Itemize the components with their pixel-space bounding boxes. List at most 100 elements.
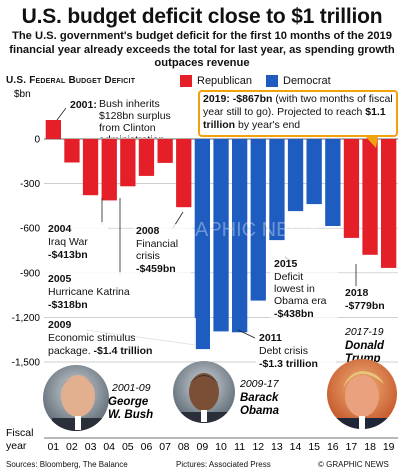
callout-2019-bold2: $1.1 trillion (203, 106, 386, 131)
legend-label-republican: Republican (197, 75, 253, 87)
trump-first-name: Donald (345, 340, 385, 352)
footer-copyright: © GRAPHIC NEWS (318, 460, 389, 469)
legend-democrat: Democrat (266, 75, 331, 87)
y-tick-label: -900 (20, 268, 40, 279)
x-tick-label: 09 (197, 441, 209, 453)
bar-04 (101, 139, 117, 201)
annotation-2008-text2: crisis (136, 250, 160, 262)
annotation-2015-text3: Obama era (274, 295, 327, 307)
president-obama: 2009-17 Barack Obama (173, 361, 280, 423)
bar-17 (343, 139, 360, 238)
bush-years: 2001-09 (111, 382, 151, 394)
annotation-2011-year: 2011 (259, 332, 282, 344)
annotation-2001-year: 2001: (70, 99, 97, 111)
y-axis-unit: $bn (14, 89, 31, 100)
annotation-2008-text1: Financial (136, 238, 178, 250)
footer-sources: Sources: Bloomberg, The Balance (6, 460, 128, 469)
bar-12 (250, 139, 266, 301)
annotation-2001: 2001: (70, 99, 97, 111)
annotation-2001-body: Bush inherits $128bn surplus from Clinto… (99, 98, 171, 138)
bar-16 (325, 139, 341, 226)
x-tick-label: 04 (103, 441, 115, 453)
annotation-2015-value: -$438bn (274, 308, 314, 320)
annotation-2015-year: 2015 (274, 258, 298, 270)
x-tick-label: 01 (47, 441, 59, 453)
callout-2019-bold1: 2019: -$867bn (203, 93, 273, 105)
callout-2019-text: 2019: -$867bn (with two months of fiscal… (203, 93, 395, 132)
legend-swatch-republican (180, 75, 192, 87)
obama-first-name: Barack (240, 392, 279, 404)
y-tick-label: -1,500 (12, 358, 41, 369)
bar-19 (381, 139, 397, 268)
annotation-2018-value: -$779bn (345, 300, 385, 312)
chart-label: U.S. Federal Budget Deficit (6, 75, 136, 86)
x-tick-label: 16 (327, 441, 339, 453)
bar-02 (64, 139, 80, 163)
annotation-2009-year: 2009 (48, 319, 72, 331)
page-subtitle: The U.S. government's budget deficit for… (9, 30, 395, 69)
bush-first-name: George (108, 396, 149, 408)
x-tick-label: 19 (383, 441, 395, 453)
x-tick-label: 06 (141, 441, 153, 453)
x-tick-label: 10 (215, 441, 227, 453)
annotation-2015-text2: lowest in (274, 283, 315, 295)
callout-2019-body: 2019: -$867bn (with two months of fiscal… (203, 93, 395, 132)
bar-08 (176, 139, 192, 208)
x-tick-label: 13 (271, 441, 283, 453)
callout-2019-text2: by year's end (235, 119, 301, 131)
x-tick-label: 17 (346, 441, 358, 453)
annotation-2009-text2a: package. (48, 345, 94, 357)
legend-swatch-democrat (266, 75, 278, 87)
annotation-2009-text2: package. -$1.4 trillion (48, 345, 152, 357)
bar-07 (157, 139, 173, 163)
x-axis-label-line1: Fiscal (6, 427, 33, 439)
y-tick-label: -1,200 (12, 313, 41, 324)
bar-11 (232, 139, 248, 333)
bar-05 (120, 139, 136, 187)
callout-2019-text1: (with two months of fiscal year still to… (203, 93, 393, 118)
bush-last-name: W. Bush (108, 409, 153, 421)
bar-14 (287, 139, 304, 212)
annotation-2011-text: Debt crisis (259, 345, 308, 357)
footer-pictures: Pictures: Associated Press (176, 460, 271, 469)
bar-18 (362, 139, 378, 255)
x-axis-label-line2: year (6, 440, 27, 452)
x-tick-label: 14 (290, 441, 302, 453)
annotation-2004-value: -$413bn (48, 249, 88, 261)
x-tick-label: 11 (234, 441, 245, 453)
callout-2019-box (198, 90, 398, 137)
x-tick-label: 03 (85, 441, 97, 453)
annotation-2009-value: -$1.4 trillion (94, 345, 153, 357)
callout-2019: 2019: -$867bn (with two months of fiscal… (198, 90, 398, 148)
y-tick-label: 0 (34, 135, 40, 146)
callout-2019-pointer (365, 136, 378, 148)
bar-10 (213, 139, 229, 332)
president-trump: 2017-19 Donald Trump (327, 326, 397, 429)
annotation-2005-value: -$318bn (48, 299, 88, 311)
annotation-2005-year: 2005 (48, 273, 72, 285)
obama-years: 2009-17 (239, 378, 280, 390)
watermark-text: GRAPHIC NEWS (165, 219, 322, 241)
bar-03 (82, 139, 99, 196)
trump-years: 2017-19 (344, 326, 384, 338)
annotation-2015-text1: Deficit (274, 271, 303, 283)
bar-01 (45, 120, 61, 139)
x-tick-label: 05 (122, 441, 134, 453)
annotation-2004-text: Iraq War (48, 236, 88, 248)
bar-09 (194, 139, 210, 350)
x-tick-label: 12 (252, 441, 264, 453)
page-title: U.S. budget deficit close to $1 trillion (21, 5, 383, 28)
legend-republican: Republican (180, 75, 252, 87)
annotations: 2001: Bush inherits $128bn surplus from … (44, 97, 389, 370)
annotation-2011-value: -$1.3 trillion (259, 358, 318, 370)
annotation-2008-year: 2008 (136, 225, 160, 237)
annotation-2001-text: Bush inherits $128bn surplus from Clinto… (99, 98, 171, 138)
legend-label-democrat: Democrat (283, 75, 331, 87)
bar-06 (138, 139, 155, 176)
president-bush: 2001-09 George W. Bush (43, 365, 153, 431)
annotation-2018-year: 2018 (345, 287, 369, 299)
obama-last-name: Obama (240, 405, 280, 417)
bar-15 (306, 139, 322, 205)
